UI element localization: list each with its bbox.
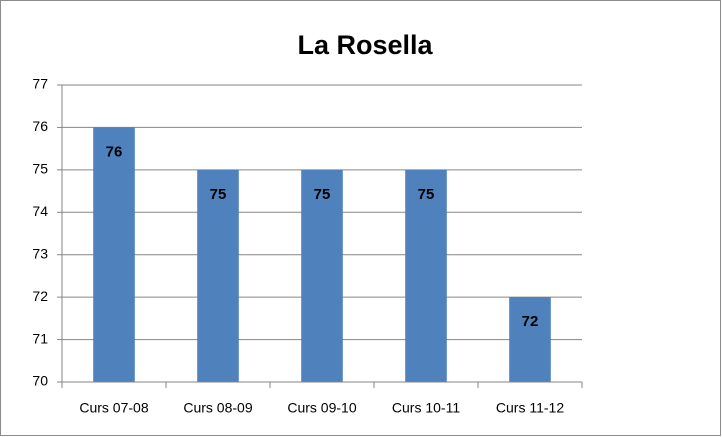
chart-title: La Rosella bbox=[297, 30, 433, 60]
bar bbox=[93, 127, 135, 382]
x-tick-label: Curs 11-12 bbox=[496, 400, 564, 416]
bar bbox=[197, 169, 239, 382]
data-label: 72 bbox=[522, 313, 539, 330]
y-tick-label: 71 bbox=[32, 330, 48, 346]
x-tick-label: Curs 10-11 bbox=[392, 400, 460, 416]
x-tick-label: Curs 08-09 bbox=[183, 400, 252, 416]
data-label: 75 bbox=[418, 186, 435, 203]
x-tick-label: Curs 09-10 bbox=[287, 400, 356, 416]
data-label: 76 bbox=[106, 143, 123, 160]
y-tick-label: 70 bbox=[32, 373, 48, 389]
y-tick-label: 73 bbox=[32, 245, 48, 261]
y-tick-label: 77 bbox=[32, 76, 48, 92]
data-label: 75 bbox=[210, 186, 227, 203]
x-tick-label: Curs 07-08 bbox=[79, 400, 148, 416]
bar bbox=[301, 169, 343, 382]
y-tick-label: 74 bbox=[32, 203, 48, 219]
y-tick-label: 75 bbox=[32, 161, 48, 177]
y-tick-label: 72 bbox=[32, 288, 48, 304]
bar bbox=[405, 169, 447, 382]
data-label: 75 bbox=[314, 186, 331, 203]
y-tick-label: 76 bbox=[32, 118, 48, 134]
bar bbox=[509, 297, 551, 382]
